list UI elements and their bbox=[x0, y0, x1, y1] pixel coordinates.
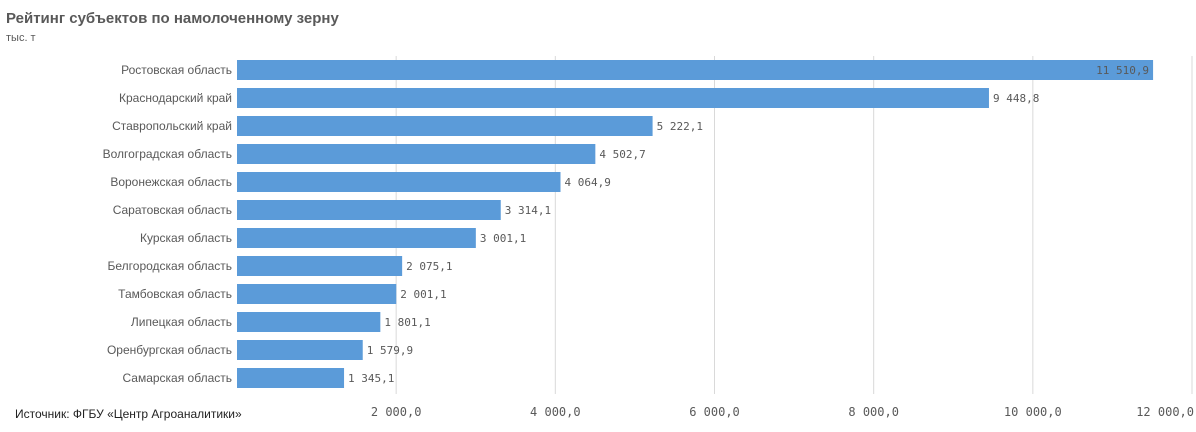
category-label: Саратовская область bbox=[113, 203, 232, 217]
category-label: Краснодарский край bbox=[119, 91, 232, 105]
category-label: Волгоградская область bbox=[103, 147, 232, 161]
category-label: Курская область bbox=[140, 231, 232, 245]
bar bbox=[237, 116, 653, 136]
value-label: 3 001,1 bbox=[480, 232, 526, 245]
value-label: 1 579,9 bbox=[367, 344, 413, 357]
value-label: 4 064,9 bbox=[564, 176, 610, 189]
value-label: 2 075,1 bbox=[406, 260, 452, 273]
value-label: 1 801,1 bbox=[384, 316, 430, 329]
category-label: Ставропольский край bbox=[112, 119, 232, 133]
x-tick-label: 10 000,0 bbox=[1004, 405, 1062, 419]
bar bbox=[237, 312, 381, 332]
bar bbox=[237, 256, 403, 276]
x-tick-label: 8 000,0 bbox=[848, 405, 899, 419]
bar bbox=[237, 228, 476, 248]
value-label: 4 502,7 bbox=[599, 148, 645, 161]
x-tick-label: 6 000,0 bbox=[689, 405, 740, 419]
labels: 2 000,0 4 000,0 6 000,0 8 000,0 10 000,0 12 0… bbox=[103, 63, 1194, 419]
value-label: 11 510,9 bbox=[1096, 64, 1149, 77]
chart-title: Рейтинг субъектов по намолоченному зерну bbox=[6, 10, 339, 27]
value-label: 3 314,1 bbox=[505, 204, 551, 217]
bar bbox=[237, 172, 561, 192]
category-label: Тамбовская область bbox=[118, 287, 232, 301]
category-label: Липецкая область bbox=[131, 315, 232, 329]
bar bbox=[237, 60, 1154, 80]
category-label: Белгородская область bbox=[108, 259, 232, 273]
bar bbox=[237, 144, 596, 164]
x-tick-label: 2 000,0 bbox=[371, 405, 422, 419]
bar bbox=[237, 284, 397, 304]
grid-lines bbox=[395, 56, 1193, 394]
value-label: 1 345,1 bbox=[348, 372, 394, 385]
bar bbox=[237, 340, 363, 360]
bars bbox=[237, 60, 1154, 388]
value-label: 9 448,8 bbox=[993, 92, 1039, 105]
category-label: Самарская область bbox=[122, 371, 232, 385]
category-label: Ростовская область bbox=[121, 63, 232, 77]
category-label: Воронежская область bbox=[110, 175, 232, 189]
chart-subtitle: тыс. т bbox=[6, 32, 36, 44]
value-label: 5 222,1 bbox=[657, 120, 703, 133]
source-note: Источник: ФГБУ «Центр Агроаналитики» bbox=[15, 407, 242, 421]
bar bbox=[237, 200, 501, 220]
value-label: 2 001,1 bbox=[400, 288, 446, 301]
bar bbox=[237, 88, 989, 108]
category-label: Оренбургская область bbox=[107, 343, 232, 357]
x-tick-label: 12 000,0 bbox=[1136, 405, 1194, 419]
x-tick-label: 4 000,0 bbox=[530, 405, 581, 419]
bar bbox=[237, 368, 345, 388]
